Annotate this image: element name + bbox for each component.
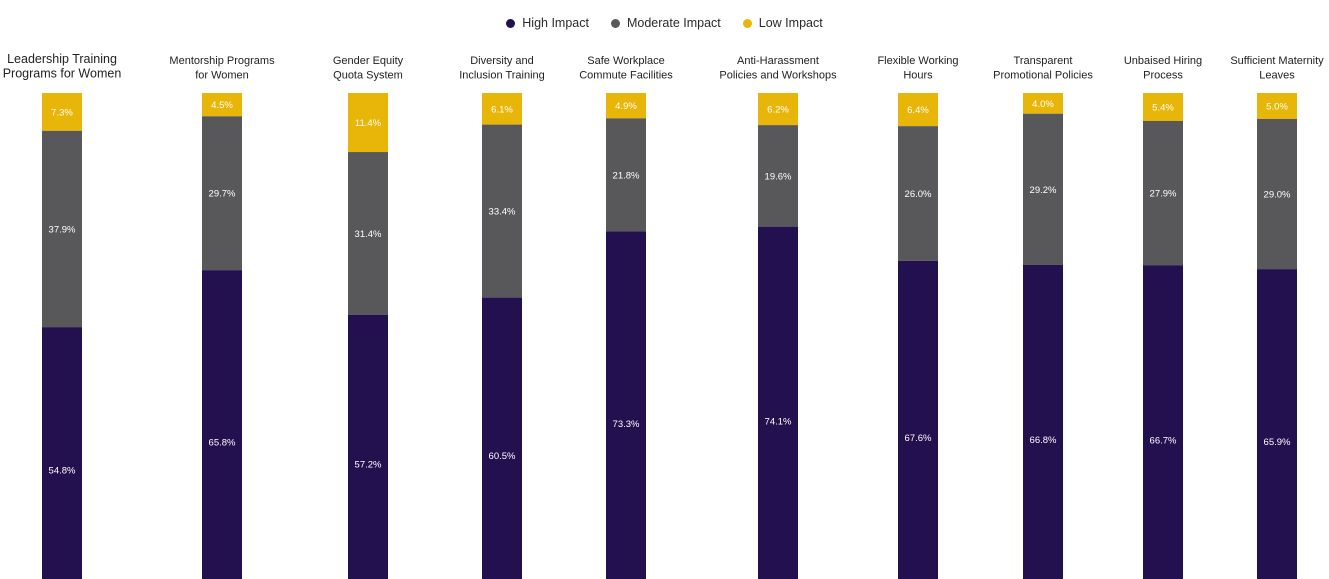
- bar-segment: [898, 126, 938, 261]
- bar-segment: [1257, 118, 1297, 270]
- bar-segment: [1257, 269, 1297, 579]
- category-label: Diversity and: [470, 55, 534, 67]
- value-label: 27.9%: [1150, 189, 1177, 200]
- value-label: 4.9%: [615, 101, 637, 112]
- category-label: Flexible Working: [877, 55, 958, 67]
- value-label: 19.6%: [765, 171, 792, 182]
- category-label: Quota System: [333, 70, 403, 82]
- value-label: 73.3%: [613, 419, 640, 430]
- category-label: Mentorship Programs: [169, 55, 275, 67]
- category-label: Inclusion Training: [459, 70, 545, 82]
- value-label: 4.0%: [1032, 99, 1054, 110]
- category-label: Process: [1143, 70, 1183, 82]
- category-label: Leaves: [1259, 70, 1295, 82]
- bar-segment: [758, 93, 798, 126]
- legend-item: High Impact: [506, 16, 589, 30]
- category-label: for Women: [195, 70, 249, 82]
- value-label: 6.2%: [767, 105, 789, 116]
- legend-marker: [610, 18, 620, 28]
- value-label: 26.0%: [905, 189, 932, 200]
- value-label: 33.4%: [489, 207, 516, 218]
- legend-marker: [742, 18, 752, 28]
- bar-segment: [202, 116, 242, 271]
- value-label: 60.5%: [489, 451, 516, 462]
- legend-item: Moderate Impact: [610, 16, 721, 30]
- value-label: 6.1%: [491, 104, 513, 115]
- bar-segment: [606, 93, 646, 119]
- value-label: 6.4%: [907, 105, 929, 116]
- bar-segment: [482, 93, 522, 125]
- bar-segment: [482, 297, 522, 579]
- legend-item: Low Impact: [742, 16, 823, 30]
- category-label: Commute Facilities: [579, 70, 673, 82]
- bar-segment: [1257, 93, 1297, 119]
- value-label: 57.2%: [355, 459, 382, 470]
- bar-segment: [758, 125, 798, 227]
- bar-segment: [348, 93, 388, 153]
- category-label: Promotional Policies: [993, 70, 1093, 82]
- value-label: 11.4%: [355, 118, 382, 129]
- bar-segment: [1023, 264, 1063, 579]
- bar-segment: [202, 93, 242, 117]
- value-label: 66.8%: [1030, 435, 1057, 446]
- value-label: 29.0%: [1264, 190, 1291, 201]
- category-label: Gender Equity: [333, 55, 404, 67]
- value-label: 5.0%: [1266, 101, 1288, 112]
- legend-label: High Impact: [522, 16, 589, 30]
- value-label: 29.7%: [209, 189, 236, 200]
- legend: High Impact Moderate Impact Low Impact: [0, 12, 1329, 34]
- category-label: Policies and Workshops: [719, 70, 837, 82]
- bar-segment: [348, 152, 388, 315]
- legend-label: Low Impact: [758, 16, 823, 30]
- category-label: Anti-Harassment: [737, 55, 819, 67]
- category-label: Hours: [903, 70, 933, 82]
- value-label: 37.9%: [49, 224, 76, 235]
- bar-segment: [1023, 113, 1063, 265]
- bar-segment: [42, 93, 82, 131]
- legend-marker: [506, 18, 516, 28]
- bar-segment: [202, 270, 242, 579]
- bar-segment: [758, 226, 798, 579]
- category-label: Programs for Women: [3, 67, 122, 81]
- category-label: Sufficient Maternity: [1230, 55, 1324, 67]
- bar-segment: [1143, 265, 1183, 579]
- category-label: Unbaised Hiring: [1124, 55, 1202, 67]
- value-label: 29.2%: [1030, 185, 1057, 196]
- bar-segment: [898, 260, 938, 579]
- value-label: 66.7%: [1150, 435, 1177, 446]
- bar-segment: [348, 314, 388, 579]
- bar-segment: [1143, 93, 1183, 121]
- value-label: 5.4%: [1152, 102, 1174, 113]
- category-label: Leadership Training: [7, 52, 117, 66]
- bar-segment: [1023, 93, 1063, 114]
- value-label: 7.3%: [51, 107, 73, 118]
- category-label: Transparent: [1014, 55, 1073, 67]
- value-label: 4.5%: [211, 100, 233, 111]
- value-label: 74.1%: [765, 416, 792, 427]
- bar-segment: [42, 130, 82, 328]
- bar-segment: [606, 231, 646, 579]
- value-label: 65.8%: [209, 438, 236, 449]
- category-label: Safe Workplace: [587, 55, 664, 67]
- value-label: 65.9%: [1264, 437, 1291, 448]
- value-label: 21.8%: [613, 170, 640, 181]
- bar-segment: [1143, 120, 1183, 266]
- value-label: 54.8%: [49, 465, 76, 476]
- value-label: 67.6%: [905, 433, 932, 444]
- bar-segment: [898, 93, 938, 127]
- bar-segment: [606, 118, 646, 232]
- bar-segment: [42, 327, 82, 579]
- value-label: 31.4%: [355, 229, 382, 240]
- legend-label: Moderate Impact: [626, 16, 721, 30]
- bar-segment: [482, 124, 522, 298]
